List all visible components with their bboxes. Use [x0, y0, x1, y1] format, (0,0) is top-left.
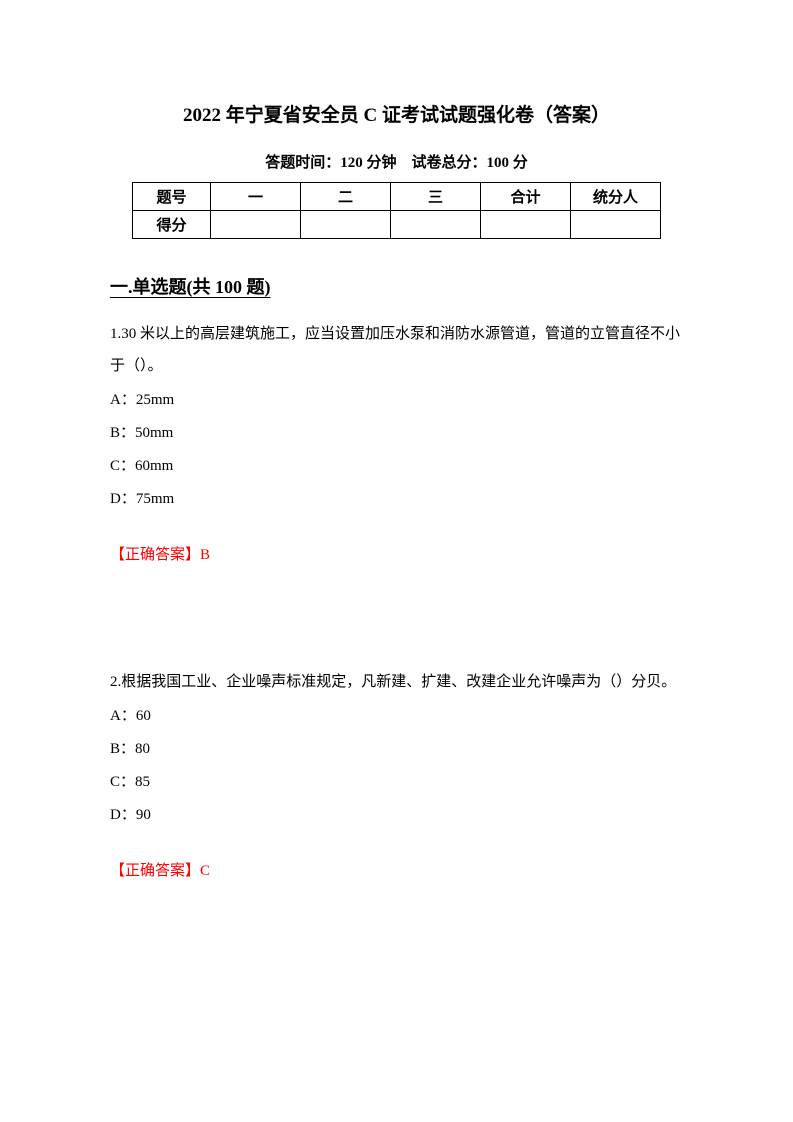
cell: 合计	[481, 183, 571, 211]
cell-label: 题号	[133, 183, 211, 211]
cell	[481, 211, 571, 239]
option-a: A：25mm	[110, 384, 683, 417]
cell	[391, 211, 481, 239]
table-row: 得分	[133, 211, 661, 239]
score-table: 题号 一 二 三 合计 统分人 得分	[132, 182, 661, 239]
answer-text: 【正确答案】C	[110, 856, 683, 888]
answer-text: 【正确答案】B	[110, 540, 683, 572]
question-text: 1.30 米以上的高层建筑施工，应当设置加压水泵和消防水源管道，管道的立管直径不…	[110, 319, 683, 382]
cell: 二	[301, 183, 391, 211]
option-d: D：90	[110, 799, 683, 832]
page-title: 2022 年宁夏省安全员 C 证考试试题强化卷（答案）	[110, 100, 683, 127]
cell: 一	[211, 183, 301, 211]
cell	[211, 211, 301, 239]
option-c: C：85	[110, 766, 683, 799]
cell	[571, 211, 661, 239]
page-subtitle: 答题时间：120 分钟 试卷总分：100 分	[110, 151, 683, 172]
cell-label: 得分	[133, 211, 211, 239]
question-text: 2.根据我国工业、企业噪声标准规定，凡新建、扩建、改建企业允许噪声为（）分贝。	[110, 667, 683, 699]
table-row: 题号 一 二 三 合计 统分人	[133, 183, 661, 211]
cell	[301, 211, 391, 239]
option-b: B：80	[110, 733, 683, 766]
option-c: C：60mm	[110, 450, 683, 483]
section-heading: 一.单选题(共 100 题)	[110, 273, 683, 299]
cell: 统分人	[571, 183, 661, 211]
spacer	[110, 572, 683, 667]
option-d: D：75mm	[110, 483, 683, 516]
option-b: B：50mm	[110, 417, 683, 450]
cell: 三	[391, 183, 481, 211]
option-a: A：60	[110, 700, 683, 733]
